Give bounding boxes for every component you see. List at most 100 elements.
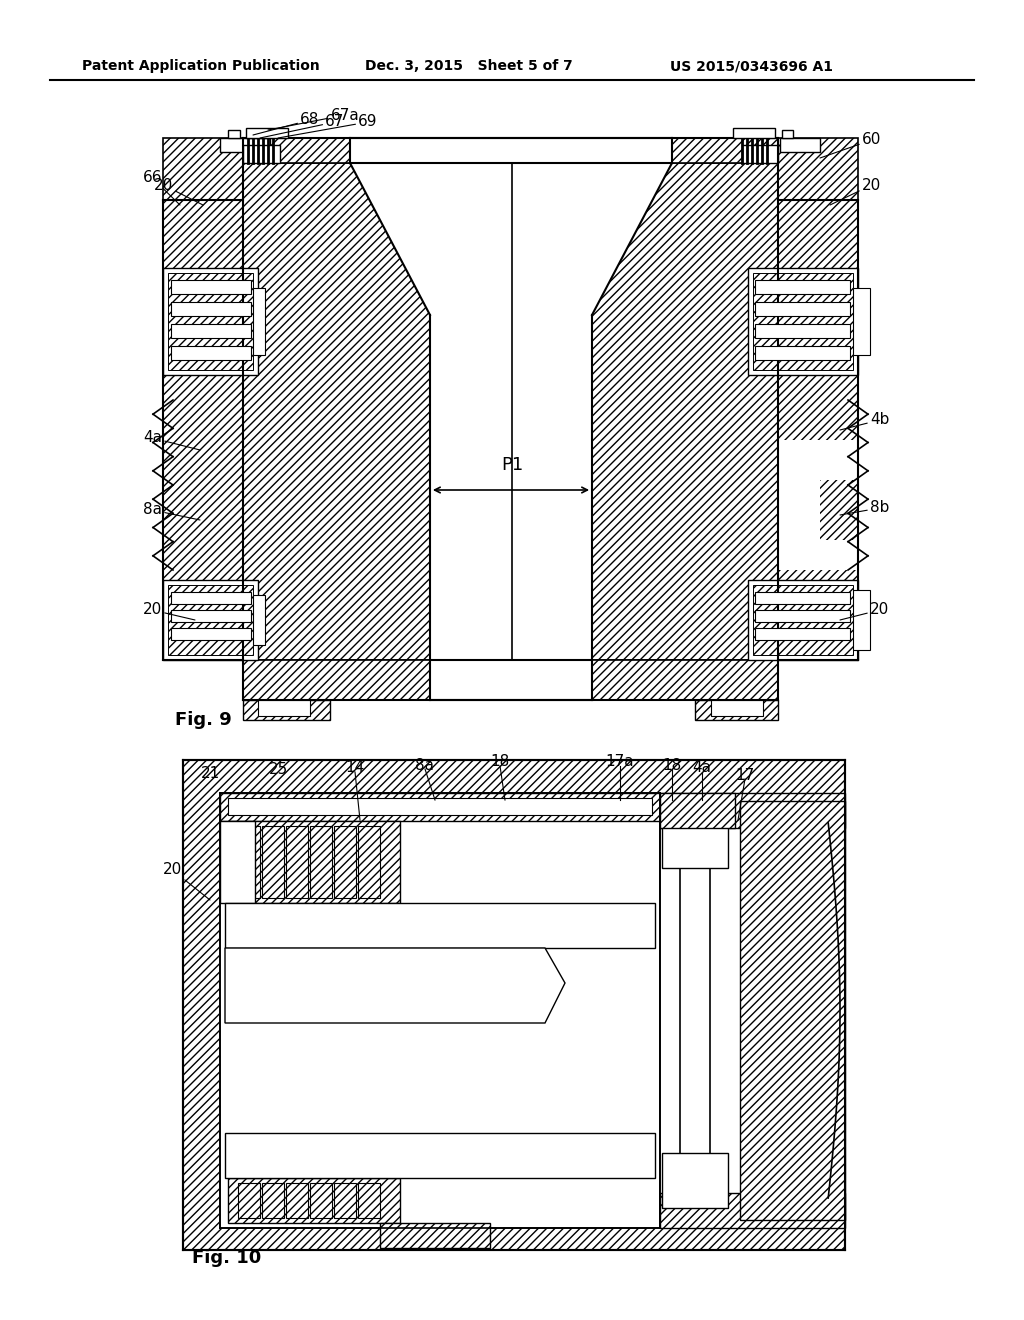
Text: 20: 20 xyxy=(142,602,195,620)
Text: 4a: 4a xyxy=(143,430,200,450)
Text: Dec. 3, 2015   Sheet 5 of 7: Dec. 3, 2015 Sheet 5 of 7 xyxy=(365,59,572,73)
Polygon shape xyxy=(171,610,251,622)
Polygon shape xyxy=(358,1183,380,1218)
Text: 8b: 8b xyxy=(840,500,890,516)
Polygon shape xyxy=(755,610,850,622)
Polygon shape xyxy=(660,793,735,828)
Polygon shape xyxy=(748,268,858,375)
Polygon shape xyxy=(228,799,652,814)
Text: 66: 66 xyxy=(142,170,180,205)
Polygon shape xyxy=(171,280,251,294)
Text: 14: 14 xyxy=(345,760,365,776)
Polygon shape xyxy=(163,579,258,660)
Polygon shape xyxy=(243,700,330,719)
Polygon shape xyxy=(755,591,850,605)
Polygon shape xyxy=(711,700,763,715)
Polygon shape xyxy=(695,700,778,719)
Text: 8a: 8a xyxy=(416,758,434,772)
Polygon shape xyxy=(286,826,308,898)
Polygon shape xyxy=(163,139,243,201)
Polygon shape xyxy=(228,129,240,139)
Polygon shape xyxy=(163,268,258,375)
Text: 4b: 4b xyxy=(840,412,890,430)
Text: 68: 68 xyxy=(253,112,319,135)
Polygon shape xyxy=(380,1224,490,1247)
Polygon shape xyxy=(512,162,778,660)
Text: US 2015/0343696 A1: US 2015/0343696 A1 xyxy=(670,59,833,73)
Text: P1: P1 xyxy=(501,455,523,474)
Polygon shape xyxy=(755,302,850,315)
Polygon shape xyxy=(334,1183,356,1218)
Polygon shape xyxy=(171,346,251,360)
Polygon shape xyxy=(220,793,660,1228)
Text: 67a: 67a xyxy=(268,107,359,129)
Polygon shape xyxy=(512,139,778,162)
Polygon shape xyxy=(310,826,332,898)
Polygon shape xyxy=(225,903,655,948)
Polygon shape xyxy=(171,628,251,640)
Polygon shape xyxy=(512,660,778,700)
Text: 20: 20 xyxy=(840,602,889,620)
Polygon shape xyxy=(350,139,672,162)
Polygon shape xyxy=(748,579,858,660)
Polygon shape xyxy=(243,145,280,162)
Text: Fig. 10: Fig. 10 xyxy=(193,1249,261,1267)
Text: 21: 21 xyxy=(201,766,219,780)
Polygon shape xyxy=(220,821,255,903)
Polygon shape xyxy=(258,700,310,715)
Text: 8a: 8a xyxy=(143,503,200,520)
Polygon shape xyxy=(662,1152,728,1208)
Polygon shape xyxy=(262,1183,284,1218)
Polygon shape xyxy=(780,139,820,152)
Polygon shape xyxy=(163,201,243,660)
Polygon shape xyxy=(183,760,845,1250)
Polygon shape xyxy=(246,128,288,139)
Polygon shape xyxy=(286,1183,308,1218)
Polygon shape xyxy=(238,1183,260,1218)
Text: 69: 69 xyxy=(278,115,378,139)
Polygon shape xyxy=(228,1177,400,1224)
Polygon shape xyxy=(430,660,592,700)
Polygon shape xyxy=(778,201,858,660)
Polygon shape xyxy=(310,1183,332,1218)
Polygon shape xyxy=(733,128,775,139)
Text: Patent Application Publication: Patent Application Publication xyxy=(82,59,319,73)
Polygon shape xyxy=(660,1193,845,1228)
Polygon shape xyxy=(660,793,845,828)
Polygon shape xyxy=(755,323,850,338)
Polygon shape xyxy=(220,793,660,821)
Polygon shape xyxy=(334,826,356,898)
Polygon shape xyxy=(680,813,710,1208)
Polygon shape xyxy=(853,590,870,649)
Polygon shape xyxy=(168,585,253,655)
Polygon shape xyxy=(228,821,400,903)
Polygon shape xyxy=(358,826,380,898)
Polygon shape xyxy=(225,948,565,1023)
Polygon shape xyxy=(853,288,870,355)
Polygon shape xyxy=(753,273,853,370)
Polygon shape xyxy=(755,628,850,640)
Text: Fig. 9: Fig. 9 xyxy=(175,711,231,729)
Text: 20: 20 xyxy=(830,177,882,205)
Text: 4a: 4a xyxy=(692,760,712,776)
Polygon shape xyxy=(243,660,512,700)
Polygon shape xyxy=(778,440,858,570)
Polygon shape xyxy=(740,801,845,1220)
Polygon shape xyxy=(350,162,512,660)
Polygon shape xyxy=(253,595,265,645)
Polygon shape xyxy=(755,346,850,360)
Polygon shape xyxy=(662,813,728,869)
Polygon shape xyxy=(778,139,858,201)
Polygon shape xyxy=(220,139,270,152)
Polygon shape xyxy=(262,826,284,898)
Polygon shape xyxy=(243,162,512,660)
Text: 18: 18 xyxy=(663,758,682,772)
Polygon shape xyxy=(753,585,853,655)
Polygon shape xyxy=(171,302,251,315)
Text: 25: 25 xyxy=(268,763,288,777)
Text: 18: 18 xyxy=(490,755,510,770)
Polygon shape xyxy=(243,139,512,162)
Polygon shape xyxy=(171,591,251,605)
Polygon shape xyxy=(660,793,845,1228)
Polygon shape xyxy=(171,323,251,338)
